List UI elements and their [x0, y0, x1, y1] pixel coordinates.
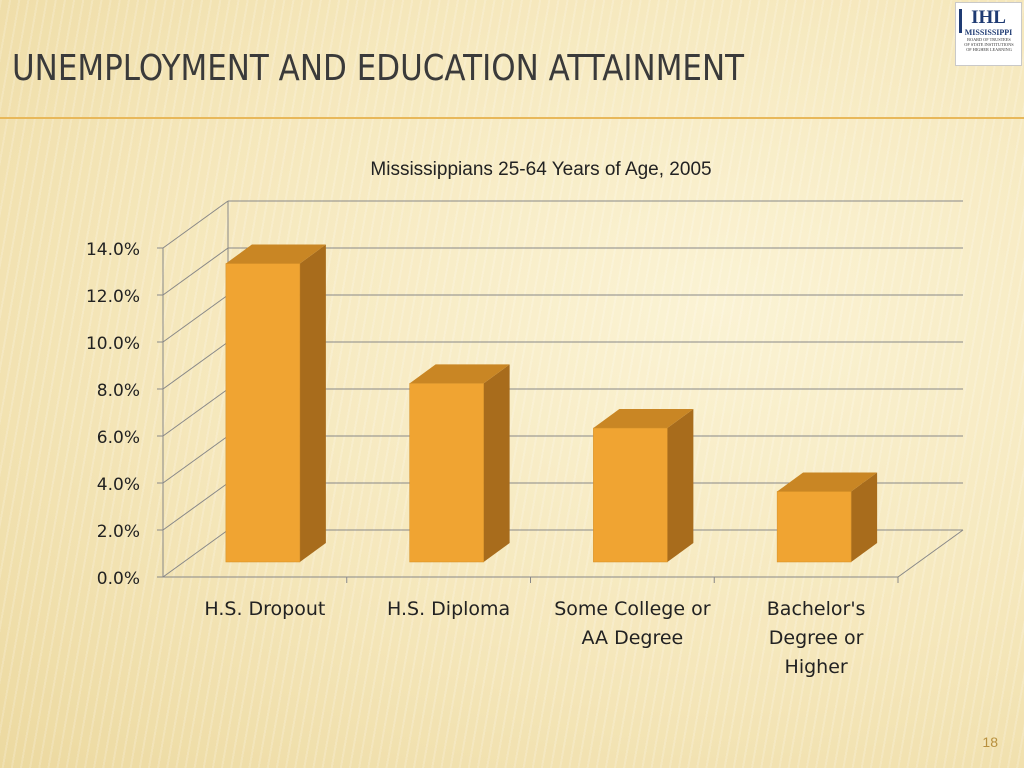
- logo-subtitle-line: OF HIGHER LEARNING: [965, 47, 1012, 52]
- wall-diagonal: [162, 435, 229, 484]
- y-tick-label: 8.0%: [97, 381, 140, 401]
- page-number: 18: [982, 734, 998, 750]
- ihl-logo: IHL MISSISSIPPI BOARD OF TRUSTEES OF STA…: [955, 2, 1022, 66]
- y-tick-label: 0.0%: [97, 569, 140, 589]
- bar: [225, 263, 301, 563]
- y-tick-label: 12.0%: [86, 287, 140, 307]
- bar-top: [777, 472, 878, 492]
- x-tick-label: Some College or: [554, 598, 710, 620]
- y-tick-label: 14.0%: [86, 240, 140, 260]
- bar-side: [851, 472, 878, 562]
- wall-diagonal: [162, 529, 229, 578]
- wall-diagonal: [162, 200, 229, 249]
- x-tick-label: H.S. Diploma: [387, 598, 510, 620]
- bar-side: [299, 244, 326, 563]
- bar: [776, 491, 852, 563]
- wall-diagonal: [162, 341, 229, 390]
- logo-name: MISSISSIPPI: [964, 28, 1013, 37]
- logo-subtitle-line: BOARD OF TRUSTEES: [966, 37, 1011, 42]
- y-tick-label: 10.0%: [86, 334, 140, 354]
- y-tick-label: 6.0%: [97, 428, 140, 448]
- bar: [593, 427, 668, 563]
- logo-subtitle-line: OF STATE INSTITUTIONS: [963, 42, 1014, 47]
- bar-top: [593, 409, 694, 429]
- bar-top: [225, 244, 326, 264]
- x-tick-label: Bachelor's: [767, 598, 866, 620]
- wall-diagonal: [162, 388, 229, 437]
- title-underline: [0, 117, 1024, 119]
- floor-right-edge: [897, 529, 964, 578]
- y-tick-label: 2.0%: [97, 522, 140, 542]
- wall-diagonal: [162, 482, 229, 531]
- logo-column-mark: [959, 9, 962, 33]
- x-tick-label: AA Degree: [582, 627, 684, 649]
- x-tick-label: H.S. Dropout: [204, 598, 325, 620]
- bar-side: [483, 364, 510, 562]
- bar-side: [667, 409, 694, 562]
- x-tick-label: Degree or: [769, 627, 864, 649]
- logo-mark: IHL: [971, 7, 1006, 28]
- bar: [409, 383, 484, 563]
- slide-title: UNEMPLOYMENT AND EDUCATION ATTAINMENT: [12, 48, 745, 89]
- bar-top: [409, 364, 510, 384]
- chart-plot-area: 0.0% 2.0% 4.0% 6.0% 8.0% 10.0% 12.0% 14.0% H.S. …: [86, 200, 964, 678]
- x-tick-label: Higher: [785, 656, 848, 678]
- chart-title: Mississippians 25-64 Years of Age, 2005: [370, 159, 711, 180]
- y-tick-label: 4.0%: [97, 475, 140, 495]
- wall-diagonal: [162, 294, 229, 343]
- wall-diagonal: [162, 247, 229, 296]
